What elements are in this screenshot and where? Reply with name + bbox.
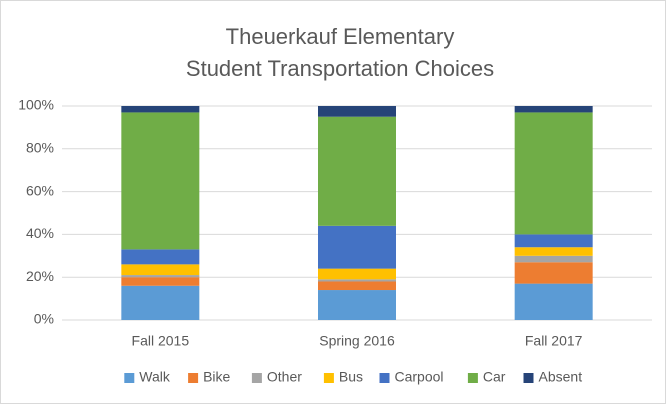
legend-label: Walk (139, 369, 171, 385)
bar-segment (318, 290, 396, 320)
bar-segment (514, 106, 593, 113)
bar-segment (121, 277, 200, 286)
y-tick-label: 40% (26, 225, 54, 241)
bar-segment (514, 234, 593, 248)
bar-segment (318, 281, 396, 291)
legend-swatch (379, 373, 390, 383)
y-tick-label: 20% (26, 268, 54, 284)
bar-segment (318, 106, 396, 117)
chart-title: Theuerkauf Elementary (226, 24, 455, 49)
bar-segment (318, 279, 396, 282)
bar-segment (121, 285, 200, 320)
bar-segment (121, 275, 200, 278)
legend-label: Absent (539, 369, 583, 385)
bar-segment (514, 283, 593, 320)
legend-swatch (124, 373, 135, 383)
y-tick-label: 0% (34, 311, 54, 327)
x-tick-label: Spring 2016 (319, 333, 395, 349)
bar-segment (318, 268, 396, 280)
bar-segment (514, 262, 593, 284)
bar-segment (514, 255, 593, 263)
bar-segment (121, 112, 200, 250)
chart-title: Student Transportation Choices (186, 56, 494, 81)
legend-swatch (323, 373, 334, 383)
bar-segment (121, 249, 200, 265)
bar-segment (318, 116, 396, 226)
legend-label: Carpool (395, 369, 444, 385)
y-tick-label: 60% (26, 182, 54, 198)
legend-label: Other (267, 369, 302, 385)
legend-label: Bike (203, 369, 230, 385)
legend-swatch (251, 373, 262, 383)
y-tick-label: 100% (18, 97, 54, 113)
bar-segment (121, 264, 200, 276)
legend-swatch (467, 373, 478, 383)
legend-label: Bus (339, 369, 363, 385)
bar-segment (318, 225, 396, 269)
bar-segment (514, 247, 593, 256)
bar-segment (121, 106, 200, 113)
x-tick-label: Fall 2015 (132, 333, 190, 349)
x-tick-label: Fall 2017 (525, 333, 583, 349)
bar-segment (514, 112, 593, 235)
legend-swatch (188, 373, 199, 383)
legend-swatch (523, 373, 534, 383)
y-tick-label: 80% (26, 140, 54, 156)
legend-label: Car (483, 369, 506, 385)
